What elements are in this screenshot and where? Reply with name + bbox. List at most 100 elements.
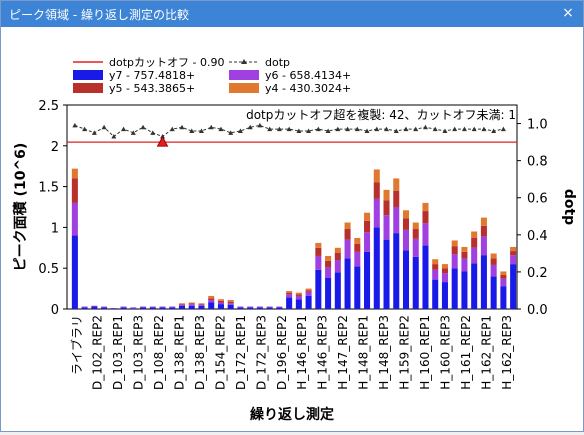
- bar-segment: [373, 169, 380, 183]
- dotp-point: [345, 126, 351, 132]
- close-icon[interactable]: ×: [562, 5, 574, 21]
- bar-segment: [295, 292, 302, 295]
- bar-segment: [461, 271, 468, 309]
- bar-segment: [373, 182, 380, 199]
- bar-segment: [227, 304, 234, 309]
- bar-segment: [286, 291, 293, 293]
- dotp-point: [237, 128, 243, 133]
- bar-segment: [71, 178, 78, 203]
- bar-segment: [364, 220, 371, 233]
- y2-axis-title: dotp: [561, 189, 577, 225]
- dotp-point: [267, 126, 273, 132]
- bar-segment: [402, 210, 410, 219]
- dotp-point: [471, 126, 477, 132]
- y-tick-label: 2: [51, 140, 59, 155]
- title-bar: ピーク領域 - 繰り返し測定の比較 ×: [1, 1, 583, 27]
- bar-segment: [383, 189, 390, 201]
- bar-segment: [315, 242, 322, 248]
- bar-segment: [198, 304, 205, 306]
- bar-segment: [140, 306, 147, 308]
- y-axis-title: ピーク面積 (10^6): [12, 143, 29, 272]
- y2-tick-label: 0.0: [527, 303, 548, 318]
- y2-tick-label: 0.8: [527, 155, 548, 170]
- bar-segment: [325, 277, 332, 309]
- dotp-point: [130, 130, 136, 135]
- bar-segment: [422, 211, 429, 224]
- legend-box-swatch: [73, 70, 103, 80]
- x-tick-label: D_196_REP2: [275, 315, 289, 390]
- bar-segment: [364, 212, 371, 221]
- bar-segment: [451, 246, 458, 255]
- x-tick-label: H_146_REP3: [316, 315, 330, 390]
- y2-tick-label: 0.4: [527, 229, 548, 244]
- bar-segment: [149, 307, 156, 309]
- dotp-point: [179, 124, 185, 130]
- x-tick-label: H_159_REP2: [398, 315, 412, 390]
- dotp-point: [442, 128, 448, 133]
- legend-label: y7 - 757.4818+: [109, 69, 195, 82]
- bar-segment: [247, 306, 254, 308]
- bar-segment: [500, 274, 507, 279]
- dotp-point: [198, 128, 204, 133]
- y2-tick-label: 0.2: [527, 266, 548, 281]
- bar-segment: [71, 235, 78, 309]
- y-tick-label: 2.5: [38, 99, 59, 114]
- bar-segment: [130, 307, 137, 309]
- bar-segment: [500, 271, 507, 275]
- x-tick-label: D_103_REP1: [111, 315, 125, 390]
- dotp-point: [228, 130, 234, 135]
- dotp-point: [335, 126, 341, 132]
- bar-segment: [500, 286, 507, 309]
- bar-segment: [101, 307, 108, 309]
- bar-segment: [305, 291, 312, 296]
- dotp-point: [111, 134, 117, 139]
- bar-segment: [393, 207, 400, 234]
- dotp-point: [82, 126, 88, 132]
- legend-marker-swatch: [241, 59, 247, 64]
- bar-segment: [149, 306, 156, 308]
- legend-label: y4 - 430.3024+: [265, 82, 351, 95]
- bar-segment: [461, 251, 468, 259]
- dotp-point: [150, 130, 156, 135]
- bar-segment: [227, 303, 234, 305]
- bar-segment: [110, 308, 117, 309]
- dotp-point: [422, 124, 428, 130]
- bar-segment: [510, 255, 517, 265]
- bar-segment: [432, 279, 439, 309]
- dotp-point: [218, 126, 224, 132]
- peak-area-chart: 0 0.5 1 1.5 2 2.5 0.0 0.2 0.4 0.6 0.8 1.0 ピーク面積 (10^…: [12, 56, 577, 423]
- legend-label: dotp: [265, 56, 290, 69]
- x-tick-label: H_160_REP3: [438, 315, 452, 390]
- dotp-point: [91, 130, 97, 135]
- dotp-point: [403, 126, 409, 132]
- bar-segment: [373, 198, 380, 228]
- bar-segment: [334, 247, 341, 253]
- bar-segment: [480, 255, 487, 309]
- bar-segment: [344, 258, 351, 309]
- bar-segment: [266, 306, 273, 308]
- bar-segment: [178, 305, 186, 309]
- legend-label: y6 - 658.4134+: [265, 69, 351, 82]
- dotp-point: [306, 128, 312, 133]
- x-tick-label: D_138_REP1: [173, 315, 187, 390]
- bar-segment: [188, 302, 195, 304]
- bar-segment: [422, 223, 429, 246]
- bar-segment: [364, 251, 371, 309]
- dotp-point: [413, 126, 419, 132]
- dotp-point: [169, 126, 175, 132]
- bar-segment: [383, 215, 390, 240]
- legend-box-swatch: [229, 83, 259, 93]
- bar-segment: [510, 264, 517, 309]
- bar-segment: [412, 222, 419, 230]
- dotp-point: [286, 126, 292, 132]
- dotp-point: [315, 126, 321, 132]
- bar-segment: [490, 253, 497, 259]
- bar-segment: [334, 260, 341, 273]
- bar-segment: [276, 307, 283, 309]
- bar-segment: [305, 288, 312, 291]
- dotp-point: [208, 124, 214, 130]
- bar-segment: [490, 264, 497, 277]
- dotp-point: [296, 128, 302, 133]
- dotp-point: [247, 124, 253, 130]
